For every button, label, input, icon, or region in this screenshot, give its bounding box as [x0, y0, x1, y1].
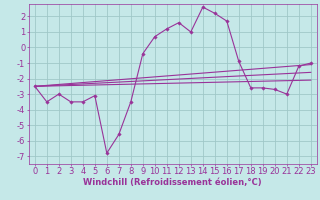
X-axis label: Windchill (Refroidissement éolien,°C): Windchill (Refroidissement éolien,°C) [84, 178, 262, 187]
